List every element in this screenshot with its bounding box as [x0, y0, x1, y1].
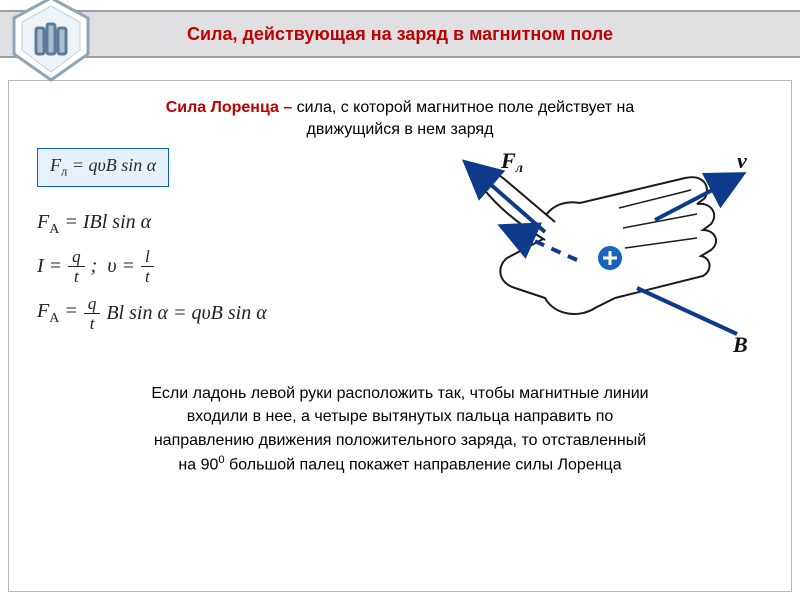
term: Сила Лоренца – — [166, 99, 293, 116]
rule-line4a: на 90 — [178, 456, 218, 473]
rule-line3: направлению движения положительного заря… — [154, 432, 646, 449]
left-hand-rule-diagram: Fл v B — [401, 148, 769, 368]
formula-derivation: FA = qt Bl sin α = qυB sin α — [37, 295, 371, 332]
formula-current-velocity: I = qt ; υ = lt — [37, 248, 371, 285]
b-arrow-front — [637, 288, 737, 334]
force-label: Fл — [500, 148, 523, 176]
velocity-label: v — [737, 148, 747, 173]
page-title: Сила, действующая на заряд в магнитном п… — [187, 24, 613, 45]
left-hand-rule-text: Если ладонь левой руки расположить так, … — [31, 382, 769, 476]
definition-text: Сила Лоренца – сила, с которой магнитное… — [31, 97, 769, 140]
rule-line4b: большой палец покажет направление силы Л… — [225, 456, 622, 473]
hand-outline — [500, 177, 716, 314]
formulas-block: Fл = qυB sin α FA = IBl sin α I = qt ; υ… — [31, 148, 371, 342]
logo-badge — [6, 0, 96, 82]
rule-line1: Если ладонь левой руки расположить так, … — [151, 385, 648, 402]
definition-part1: сила, с которой магнитное поле действует… — [297, 99, 635, 116]
header-bar: Сила, действующая на заряд в магнитном п… — [0, 10, 800, 58]
rule-line2: входили в нее, а четыре вытянутых пальца… — [187, 408, 614, 425]
formula-ampere: FA = IBl sin α — [37, 211, 371, 238]
definition-part2: движущийся в нем заряд — [307, 121, 494, 138]
b-label: B — [732, 332, 748, 357]
formula-lorentz-boxed: Fл = qυB sin α — [37, 148, 169, 187]
content-card: Сила Лоренца – сила, с которой магнитное… — [8, 80, 792, 592]
